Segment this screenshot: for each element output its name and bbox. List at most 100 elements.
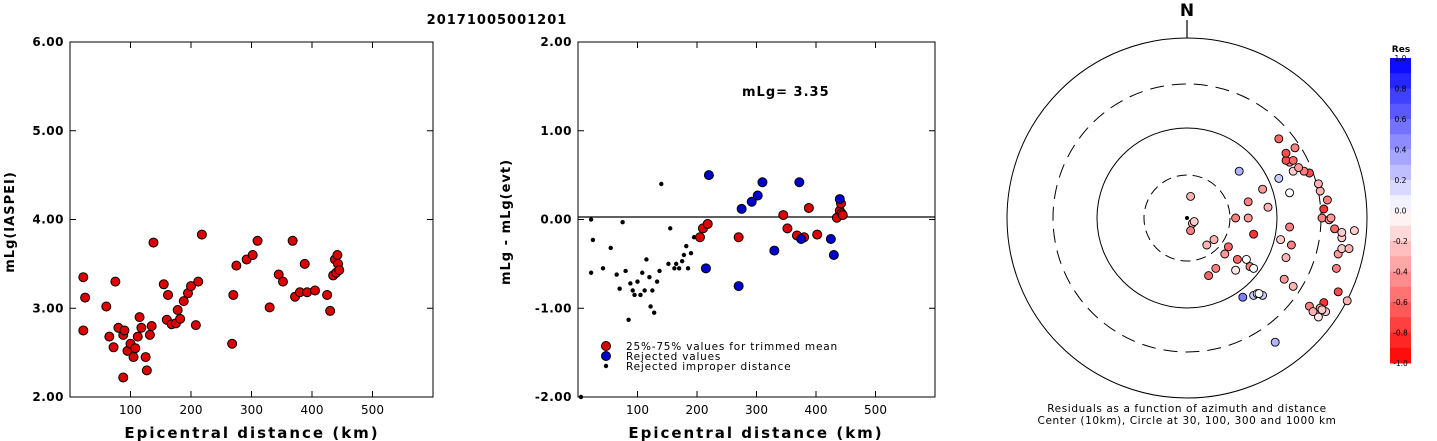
station-marker — [1238, 292, 1248, 302]
y-tick-label: 1.00 — [540, 124, 572, 138]
y-ticks: 2.00 3.00 4.00 5.00 6.00 — [32, 35, 433, 404]
data-point — [80, 292, 91, 303]
colorbar-cell — [1390, 347, 1411, 364]
station-marker — [1333, 287, 1343, 297]
colorbar-cell — [1390, 225, 1411, 242]
colorbar-tick-label: 1.0 — [1395, 54, 1407, 63]
data-point — [196, 229, 207, 240]
data-point — [691, 235, 697, 240]
data-point — [796, 234, 807, 245]
station-marker — [1249, 229, 1259, 239]
colorbar-tick-label: -0.6 — [1393, 298, 1408, 307]
data-point — [650, 288, 655, 293]
data-points — [78, 229, 345, 383]
station-marker — [1189, 217, 1199, 227]
station-marker — [1281, 148, 1291, 158]
data-point — [110, 276, 121, 287]
station-marker — [1313, 179, 1323, 189]
data-point — [834, 194, 845, 205]
x-tick-label: 500 — [864, 403, 887, 417]
x-ticks: 100 200 300 400 500 — [626, 42, 887, 417]
station-marker — [1209, 235, 1219, 245]
colorbar-cell — [1390, 286, 1411, 303]
data-point — [752, 190, 763, 201]
station-marker — [1243, 213, 1253, 223]
data-point — [178, 296, 189, 307]
legend: 25%-75% values for trimmed mean Rejected… — [601, 341, 837, 373]
data-point — [101, 301, 112, 312]
data-point — [620, 219, 625, 225]
colorbar-cell — [1390, 58, 1411, 74]
colorbar-tick-label: -0.2 — [1393, 237, 1408, 246]
station-marker — [1337, 227, 1347, 237]
station-marker — [1231, 213, 1241, 223]
colorbar-tick-label: -0.4 — [1393, 268, 1408, 277]
station-marker — [1274, 173, 1284, 183]
data-point — [617, 286, 622, 291]
data-point — [688, 251, 694, 256]
station-marker — [1290, 143, 1300, 153]
colorbar-title: Res — [1392, 45, 1410, 55]
data-point — [837, 210, 848, 221]
colorbar-cells — [1390, 58, 1411, 364]
data-point — [657, 268, 662, 274]
station-marker — [1285, 188, 1295, 198]
colorbar-tick-label: 0.6 — [1395, 115, 1407, 124]
station-marker — [1202, 240, 1212, 250]
colorbar-ticks: 1.0 0.8 0.6 0.4 0.2 0.0 -0.2 -0.4 -0.6 -0.8 -1.0 — [1393, 54, 1408, 368]
data-point — [700, 263, 711, 274]
station-marker — [1241, 254, 1251, 264]
data-point — [130, 343, 141, 354]
station-marker — [1234, 166, 1244, 176]
data-point — [626, 317, 631, 322]
station-marker — [1211, 263, 1221, 273]
x-tick-label: 100 — [626, 403, 649, 417]
circle-100km — [1096, 127, 1278, 309]
data-points — [578, 170, 848, 400]
data-point — [334, 265, 345, 276]
mlg-annotation: mLg= 3.35 — [742, 85, 830, 100]
caption-line2: Center (10km), Circle at 30, 100, 300 an… — [1038, 415, 1337, 427]
station-marker — [1249, 263, 1259, 273]
data-point — [684, 243, 689, 249]
data-point — [146, 321, 157, 331]
data-point — [666, 261, 671, 267]
magnitude-vs-distance-chart: 2.00 3.00 4.00 5.00 6.00 100 200 300 400 500 mLg… — [3, 35, 434, 441]
data-point — [635, 279, 640, 284]
colorbar-cell — [1390, 149, 1411, 166]
data-point — [104, 331, 115, 342]
data-point — [640, 270, 645, 275]
data-point — [227, 338, 238, 349]
legend-label-improper: Rejected improper distance — [626, 361, 791, 373]
data-point — [78, 272, 89, 283]
data-point — [733, 232, 744, 243]
x-axis-label: Epicentral distance (km) — [628, 424, 883, 441]
station-marker — [1232, 254, 1242, 264]
north-label: N — [1180, 1, 1194, 21]
station-marker — [1294, 163, 1304, 173]
data-point — [190, 320, 201, 331]
caption-line1: Residuals as a function of azimuth and d… — [1047, 403, 1327, 415]
data-point — [148, 237, 159, 248]
y-tick-label: 6.00 — [32, 35, 64, 49]
residual-colorbar: Res 1.0 0.8 0.6 0.4 0.2 0.0 -0.2 -0.4 -0.6 -0.8 -1… — [1390, 45, 1411, 368]
y-tick-label: -2.00 — [535, 390, 572, 404]
station-marker — [1326, 213, 1336, 223]
data-point — [628, 281, 633, 286]
data-point — [803, 202, 814, 213]
colorbar-cell — [1390, 180, 1411, 196]
station-marker — [1288, 281, 1298, 291]
station-marker — [1344, 244, 1354, 254]
legend-marker-trimmed — [601, 341, 611, 351]
data-point — [778, 210, 789, 221]
x-tick-label: 500 — [361, 403, 384, 417]
station-marker — [1254, 289, 1264, 299]
colorbar-cell — [1390, 256, 1411, 272]
data-point — [141, 365, 152, 376]
station-marker — [1270, 337, 1280, 347]
y-tick-label: 3.00 — [32, 301, 64, 315]
data-point — [679, 259, 685, 264]
data-point — [673, 261, 679, 267]
data-point — [108, 342, 119, 353]
